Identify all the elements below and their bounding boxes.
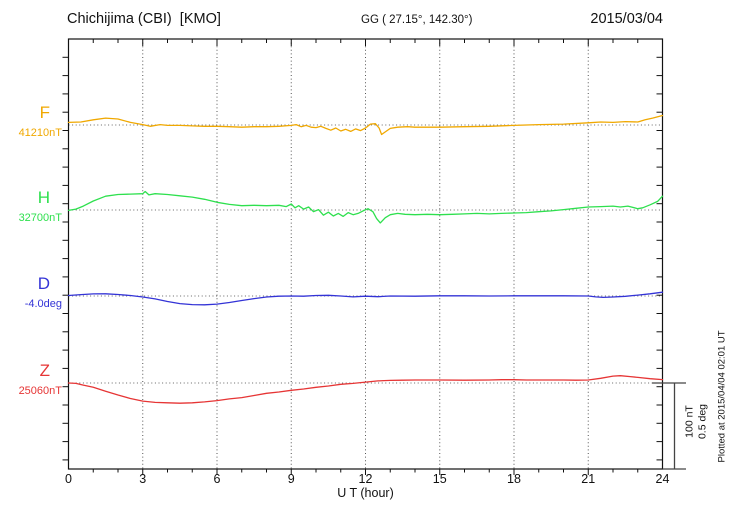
component-letter-Z: Z [39,361,50,380]
curve-Z [67,375,664,404]
component-label-D: D -4.0deg [0,275,62,310]
plotted-at-note: Plotted at 2015/04/04 02:01 UT [716,330,728,463]
curve-H [67,190,664,224]
component-label-F: F 41210nT [0,104,62,139]
component-letter-H: H [37,188,50,207]
x-tick-label-0: 0 [65,472,72,486]
component-baseline-value-D: -4.0deg [24,298,62,310]
scale-bar-label-nt: 100 nT [683,405,696,438]
component-letter-D: D [37,274,50,293]
component-label-Z: Z 25060nT [0,362,62,397]
component-label-H: H 32700nT [0,189,62,224]
x-tick-label-15: 15 [432,472,447,486]
x-tick-label-24: 24 [655,472,670,486]
geographic-coordinates: GG ( 27.15°, 142.30°) [361,14,473,26]
curve-D [67,291,664,306]
x-tick-label-6: 6 [213,472,221,486]
x-tick-label-18: 18 [507,472,521,486]
plot-date: 2015/03/04 [590,11,663,27]
x-tick-label-9: 9 [287,472,295,486]
station-title: Chichijima (CBI) [KMO] [67,11,221,27]
component-baseline-value-Z: 25060nT [18,385,62,397]
x-tick-label-12: 12 [358,472,373,486]
component-baseline-value-H: 32700nT [18,212,62,224]
plot-frame [67,38,664,470]
component-baseline-value-F: 41210nT [18,127,62,139]
x-axis-label: U T (hour) [337,486,394,500]
curve-F [67,114,664,136]
x-tick-label-3: 3 [139,472,147,486]
component-letter-F: F [39,103,50,122]
scale-bar-label-deg: 0.5 deg [696,403,708,440]
scale-bar-label: 100 nT 0.5 deg [684,397,709,447]
x-tick-label-21: 21 [581,472,596,486]
